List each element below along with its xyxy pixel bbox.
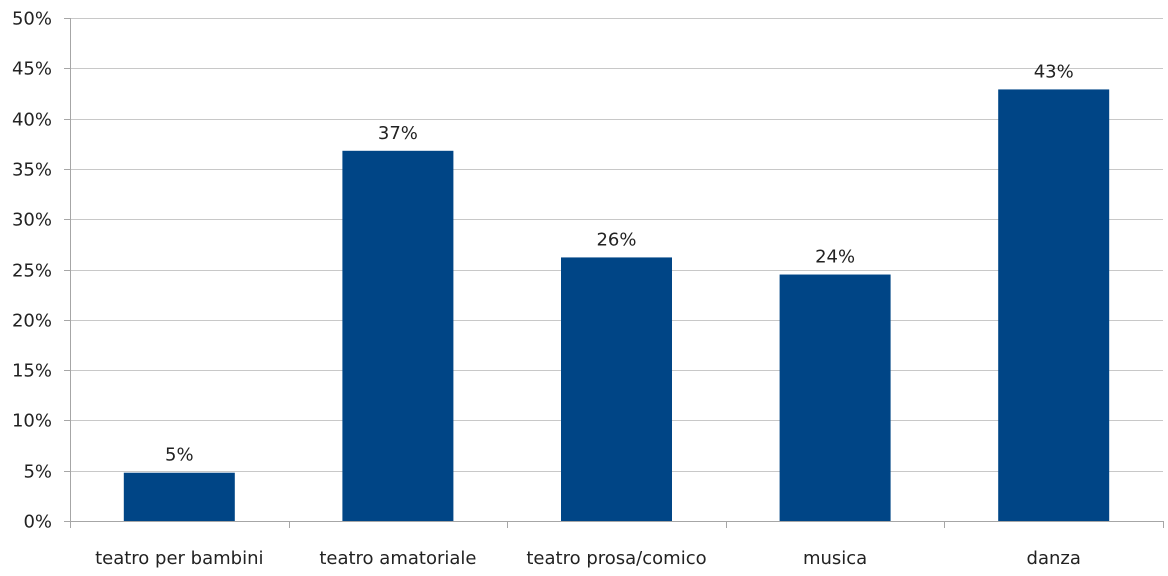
- y-tick-label: 35%: [12, 160, 52, 181]
- y-tick-label: 0%: [23, 512, 52, 533]
- y-tick-label: 50%: [12, 9, 52, 30]
- y-tick-label: 45%: [12, 59, 52, 80]
- bar: [998, 89, 1110, 522]
- x-axis-labels: teatro per bambini teatro amatoriale teatr…: [95, 548, 1081, 569]
- data-label: 26%: [596, 229, 636, 250]
- y-tick-label: 10%: [12, 411, 52, 432]
- data-labels: 5% 37% 26% 24% 43%: [165, 61, 1074, 465]
- bar: [561, 257, 672, 521]
- data-label: 37%: [378, 123, 418, 144]
- x-category-label: teatro prosa/comico: [526, 548, 706, 569]
- data-label: 43%: [1034, 61, 1074, 82]
- y-tick-label: 40%: [12, 110, 52, 131]
- y-tick-label: 5%: [23, 462, 52, 483]
- data-label: 24%: [815, 247, 855, 268]
- y-tick-label: 25%: [12, 261, 52, 282]
- bar: [779, 274, 891, 521]
- x-category-label: danza: [1027, 548, 1081, 569]
- x-category-label: teatro per bambini: [95, 548, 263, 569]
- y-tick-label: 15%: [12, 361, 52, 382]
- y-axis-ticks: 0% 5% 10% 15% 20% 25% 30% 35% 40% 45% 50%: [12, 9, 70, 533]
- x-category-label: teatro amatoriale: [319, 548, 476, 569]
- y-tick-label: 30%: [12, 210, 52, 231]
- y-tick-label: 20%: [12, 311, 52, 332]
- x-axis: [70, 18, 1164, 528]
- x-category-label: musica: [803, 548, 867, 569]
- bar: [342, 150, 454, 522]
- bars: [123, 89, 1110, 522]
- data-label: 5%: [165, 445, 194, 466]
- bar: [123, 472, 235, 521]
